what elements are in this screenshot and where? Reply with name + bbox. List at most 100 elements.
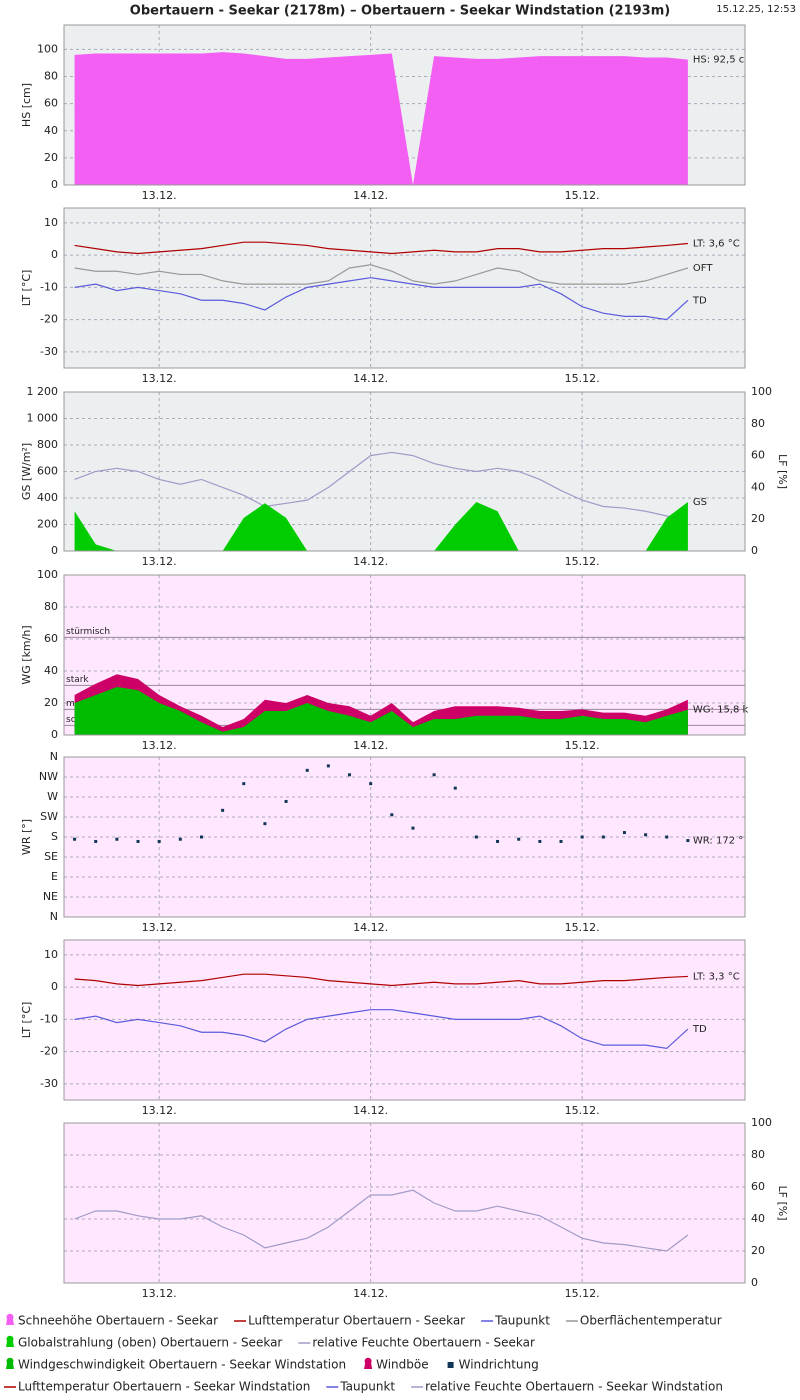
y-tick-label: 10 [44, 948, 58, 961]
point [242, 782, 246, 786]
x-tick-label: 15.12. [565, 921, 600, 934]
y2-axis-label: LF [%] [776, 1186, 789, 1221]
point [305, 768, 309, 772]
x-tick-label: 14.12. [353, 1104, 388, 1117]
legend-marker [6, 1335, 14, 1347]
y-tick-label: N [50, 750, 58, 763]
point [644, 833, 648, 837]
legend-item: Schneehöhe Obertauern - Seekar [6, 1314, 218, 1328]
point [284, 799, 288, 803]
area [74, 687, 688, 735]
y-tick-label: -20 [40, 1045, 58, 1058]
y2-tick-label: 0 [751, 1276, 758, 1289]
legend-item: Windböe [364, 1358, 429, 1372]
x-tick-label: 14.12. [353, 372, 388, 385]
point [665, 835, 669, 839]
end-label: LT: 3,3 °C [693, 971, 740, 982]
line [74, 1189, 689, 1252]
point [115, 837, 119, 841]
legend-item: Windgeschwindigkeit Obertauern - Seekar … [6, 1358, 346, 1372]
plot-frame [63, 939, 746, 1101]
x-tick-label: 15.12. [565, 189, 600, 202]
y-tick-label: 100 [37, 42, 58, 55]
point [432, 773, 436, 777]
end-label: WG: 15,8 k [693, 705, 749, 716]
y2-tick-label: 80 [751, 417, 765, 430]
end-label: TD [692, 295, 707, 306]
y-tick-label: 200 [37, 518, 58, 531]
point [157, 839, 161, 843]
x-tick-label: 14.12. [353, 555, 388, 568]
y-tick-label: 80 [44, 600, 58, 613]
y-tick-label: 100 [37, 568, 58, 581]
point [221, 808, 225, 812]
end-label: WR: 172 ° [693, 836, 743, 847]
point [199, 835, 203, 839]
plot-frame [63, 24, 746, 186]
point [559, 839, 563, 843]
legend-label: Windrichtung [459, 1358, 539, 1372]
x-tick-label: 13.12. [142, 555, 177, 568]
legend-label: Windböe [376, 1358, 429, 1372]
y-tick-label: 800 [37, 438, 58, 451]
x-tick-label: 15.12. [565, 1287, 600, 1300]
timestamp: 15.12.25, 12:53 [716, 4, 796, 15]
y-tick-label: 1 200 [27, 385, 59, 398]
legend-item: Lufttemperatur Obertauern - Seekar Winds… [4, 1380, 310, 1394]
x-tick-label: 15.12. [565, 1104, 600, 1117]
y-axis-label: GS [W/m²] [20, 443, 33, 500]
y2-tick-label: 60 [751, 1180, 765, 1193]
y-tick-label: NW [39, 770, 58, 783]
y2-tick-label: 100 [751, 385, 772, 398]
line [74, 451, 688, 520]
legend-label: relative Feuchte Obertauern - Seekar [312, 1336, 535, 1350]
y-axis-label: HS [cm] [20, 83, 33, 127]
legend-label: Oberflächentemperatur [580, 1314, 722, 1328]
legend-label: Taupunkt [494, 1314, 550, 1328]
y-tick-label: SE [44, 850, 58, 863]
y-tick-label: S [51, 830, 58, 843]
legend-marker [364, 1357, 373, 1369]
y-tick-label: -20 [40, 313, 58, 326]
x-tick-label: 14.12. [353, 1287, 388, 1300]
y-tick-label: 1 000 [27, 412, 59, 425]
legend-label: Schneehöhe Obertauern - Seekar [18, 1314, 218, 1328]
y2-tick-label: 80 [751, 1148, 765, 1161]
point [601, 835, 605, 839]
x-tick-label: 14.12. [353, 921, 388, 934]
legend-marker [447, 1362, 454, 1368]
line [74, 1009, 689, 1050]
plot-background [64, 1123, 745, 1283]
x-tick-label: 15.12. [565, 739, 600, 752]
threshold-label: stürmisch [66, 627, 110, 637]
legend-marker [6, 1357, 14, 1369]
chart-title: Obertauern - Seekar (2178m) – Obertauern… [130, 4, 670, 19]
y-tick-label: E [51, 870, 58, 883]
legend-item: Taupunkt [481, 1314, 550, 1328]
y-tick-label: 0 [51, 544, 58, 557]
legend-label: Taupunkt [339, 1380, 395, 1394]
y-tick-label: 80 [44, 70, 58, 83]
end-label: TD [692, 1024, 707, 1035]
point [178, 837, 182, 841]
line [74, 264, 689, 285]
point [326, 764, 330, 768]
plot-frame [63, 1122, 746, 1284]
end-label: LT: 3,6 °C [693, 238, 740, 249]
x-tick-label: 13.12. [142, 1104, 177, 1117]
y2-tick-label: 100 [751, 1116, 772, 1129]
y-axis-label: WR [°] [20, 819, 33, 855]
x-tick-label: 14.12. [353, 739, 388, 752]
point [411, 826, 415, 830]
y-tick-label: 20 [44, 151, 58, 164]
y2-tick-label: 40 [751, 480, 765, 493]
y-tick-label: -10 [40, 1012, 58, 1025]
y2-tick-label: 0 [751, 544, 758, 557]
y-tick-label: -30 [40, 345, 58, 358]
line [74, 973, 688, 987]
y2-tick-label: 20 [751, 512, 765, 525]
y-axis-label: WG [km/h] [20, 625, 33, 684]
point [94, 839, 98, 843]
y2-tick-label: 60 [751, 449, 765, 462]
legend-label: Lufttemperatur Obertauern - Seekar [248, 1314, 465, 1328]
